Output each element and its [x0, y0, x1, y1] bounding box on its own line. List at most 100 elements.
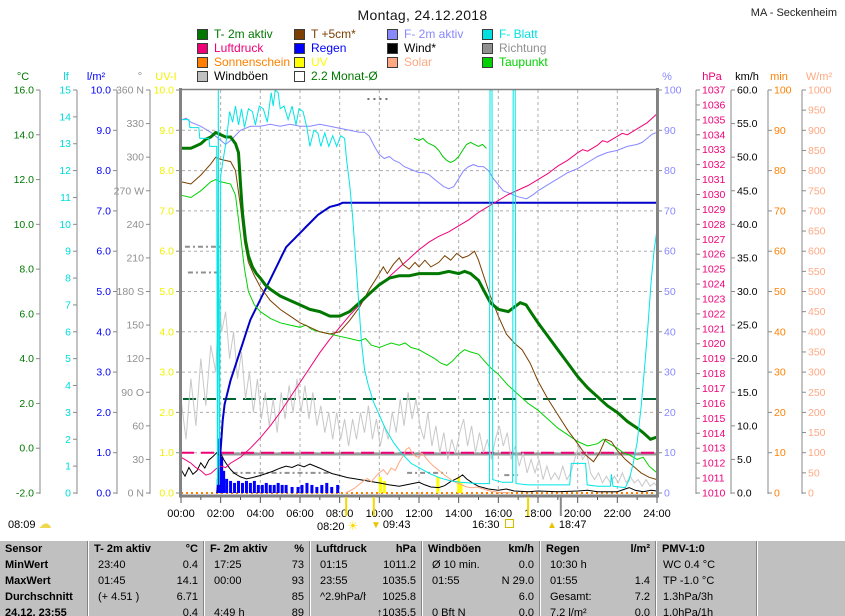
time-label: 10:00 [366, 508, 394, 520]
bar-regen-bars [248, 482, 252, 493]
stats-cell [598, 557, 656, 573]
legend-swatch-icon [387, 42, 398, 54]
stats-cell: Durchschnitt [0, 589, 88, 605]
legend-label: Solar [404, 55, 433, 69]
series-t2m [181, 130, 658, 442]
axis-tick-label: 270 W [114, 185, 144, 197]
axis-tick-label: 1011 [702, 473, 725, 485]
axis-tick-label: 35.0 [737, 252, 758, 264]
stats-header-group: F- 2m aktiv% [204, 541, 310, 557]
axis-tick-label: 9 [65, 246, 71, 258]
axis-tick-label: 20 [664, 407, 676, 419]
axis-tick-label: -2.0 [16, 488, 34, 500]
axis-tick-label: 30 [132, 454, 144, 466]
stats-table-header-row: Sensor T- 2m aktiv °C F- 2m aktiv% Luftdruck… [0, 541, 845, 557]
axis-tick-label: min [770, 71, 788, 83]
axis-tick-label: 90 O [121, 387, 144, 399]
chart-legend: T- 2m aktiv T +5cm* F- 2m aktiv F- Blatt Luf… [197, 27, 548, 83]
stats-cell: 7.2 l/m² [540, 605, 598, 616]
stats-cell [757, 589, 845, 605]
axis-tick-label: 8.0 [159, 165, 174, 177]
axis-tick-label: 90 [774, 125, 786, 137]
axis-tick-label: 1035 [702, 114, 726, 126]
bar-regen-bars [220, 456, 224, 493]
axis-tick-label: 210 [126, 252, 144, 264]
stats-header-unit: hPa [395, 543, 416, 555]
stats-header-name: F- 2m aktiv [210, 543, 268, 555]
stats-header-name: Windböen [428, 543, 482, 555]
cloud-icon: ☁ [38, 516, 52, 531]
stats-cell [310, 605, 366, 616]
axis-tick-label: 8 [65, 273, 71, 285]
axis-tick-label: 55.0 [737, 118, 758, 130]
axis-tick-label: 0 [664, 488, 670, 500]
axis-tick-label: 1023 [702, 293, 726, 305]
time-label: 00:00 [167, 508, 195, 520]
stats-cell: 0.4 [146, 605, 204, 616]
axis-tick-label: 1020 [702, 338, 726, 350]
axis-tick-label: 6.0 [159, 246, 174, 258]
time-label: 24:00 [643, 508, 671, 520]
stats-cell: 00:00 [204, 573, 257, 589]
axis-tick-label: 1030 [702, 189, 726, 201]
stats-cell: TP -1.0 °C [656, 573, 757, 589]
axis-tick-label: 500 [808, 286, 826, 298]
series-taupunkt [180, 179, 658, 474]
axis-tick-label: 700 [808, 205, 826, 217]
bar-regen-bars [284, 484, 288, 493]
series-regen-summe [216, 201, 657, 494]
series-fblatt [181, 88, 658, 489]
time-label: 20:00 [564, 508, 592, 520]
axis-tick-label: 50 [808, 467, 820, 479]
stats-header-group [757, 541, 845, 557]
axis-tick-label: 30.0 [737, 286, 758, 298]
stats-header-name: Regen [546, 543, 580, 555]
stats-cell: N 29.0 [481, 573, 540, 589]
stats-cell: 10:30 h [540, 557, 598, 573]
axis-tick-label: 600 [808, 246, 826, 258]
axis-tick-label: 60 [664, 246, 676, 258]
axis-tick-label: 240 [126, 219, 144, 231]
axis-tick-label: 50 [774, 286, 786, 298]
stats-cell [88, 605, 146, 616]
stats-cell: 01:55 [422, 573, 481, 589]
stats-cell: 7.2 [598, 589, 656, 605]
legend-item: Regen [294, 41, 387, 55]
legend-swatch-icon [294, 28, 305, 40]
legend-label: Regen [311, 41, 347, 55]
axis-tick-label: 4.0 [96, 326, 111, 338]
bar-regen-bars [268, 484, 272, 493]
axis-tick-label: 100 [774, 85, 792, 97]
axis-tick-label: 1036 [702, 99, 726, 111]
series-monat-avg-gruen [413, 137, 487, 164]
legend-swatch-icon [197, 28, 208, 40]
bar-regen-bars [276, 482, 280, 493]
legend-swatch-icon [482, 42, 493, 54]
axis-tick-label: 5 [65, 353, 71, 365]
bar-regen-bars [290, 486, 294, 493]
sunset-time: 16:30 [472, 519, 500, 531]
stats-cell: 0.0 [481, 557, 540, 573]
axis-tick-label: 1033 [702, 144, 726, 156]
axis-tick-label: 5.0 [96, 286, 111, 298]
axis-tick-label: 12 [59, 165, 71, 177]
axis-tick-label: 10.0 [14, 219, 35, 231]
time-label: 18:00 [524, 508, 552, 520]
axis-tick-label: 200 [808, 407, 826, 419]
stats-cell: 1.4 [598, 573, 656, 589]
axis-tick-label: 50 [664, 286, 676, 298]
legend-item: UV [294, 55, 387, 69]
axis-tick-label: 1021 [702, 323, 726, 335]
stats-cell: 23:55 [310, 573, 366, 589]
axis-tick-label: 1028 [702, 219, 726, 231]
axis-tick-label: 6.0 [19, 308, 34, 320]
bar-regen-bars [264, 482, 268, 493]
bar-regen-bars [305, 482, 309, 493]
stats-cell: 01:15 [310, 557, 366, 573]
axis-tick-label: 6 [65, 326, 71, 338]
axis-tick-label: W/m² [806, 71, 833, 83]
marker-last-event: 08:09 ☁ [8, 516, 52, 532]
axis-tick-label: 45.0 [737, 185, 758, 197]
axis-tick-label: 1014 [702, 428, 726, 440]
axis-tick-label: 300 [126, 152, 144, 164]
